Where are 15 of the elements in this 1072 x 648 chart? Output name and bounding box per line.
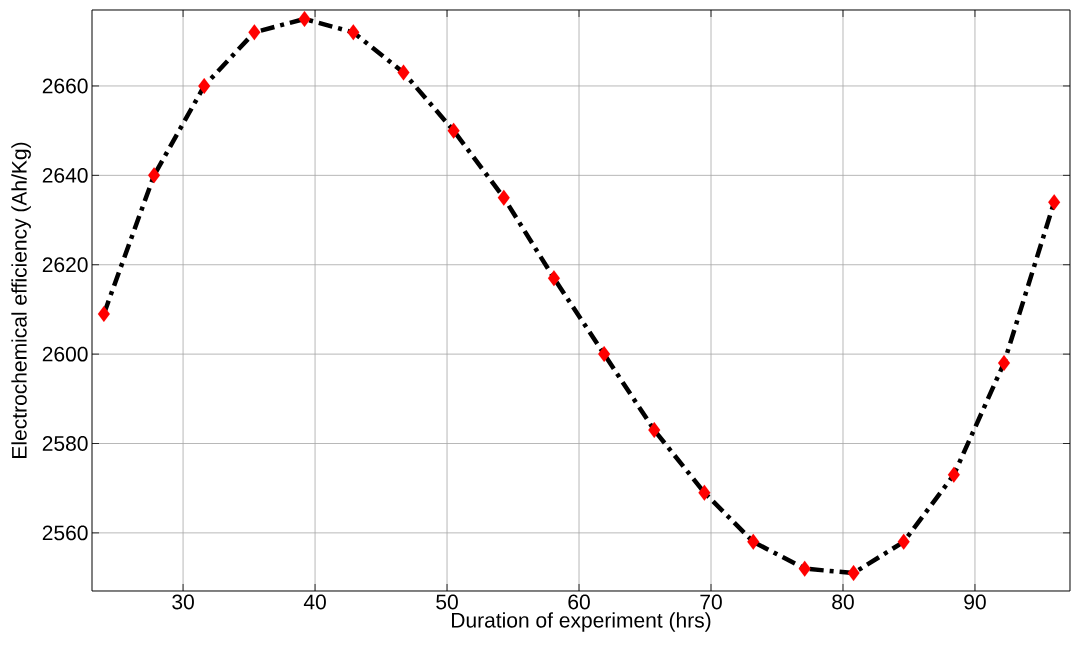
x-axis-title: Duration of experiment (hrs) xyxy=(452,612,711,632)
y-axis-title: Electrochemical efficiency (Ah/Kg) xyxy=(11,142,31,458)
y-tick-label: 2620 xyxy=(42,257,88,273)
x-tick-label: 80 xyxy=(832,594,854,610)
x-tick-label: 50 xyxy=(436,594,458,610)
y-tick-label: 2660 xyxy=(42,78,88,94)
x-tick-label: 60 xyxy=(568,594,590,610)
y-tick-label: 2580 xyxy=(42,436,88,451)
x-tick-label: 30 xyxy=(172,594,194,610)
x-tick-label: 90 xyxy=(964,594,986,610)
y-tick-label: 2640 xyxy=(42,167,88,183)
x-tick-label: 70 xyxy=(700,594,722,610)
y-tick-label: 2560 xyxy=(42,525,88,541)
y-tick-label: 2600 xyxy=(42,346,88,362)
x-tick-label: 40 xyxy=(303,594,326,610)
